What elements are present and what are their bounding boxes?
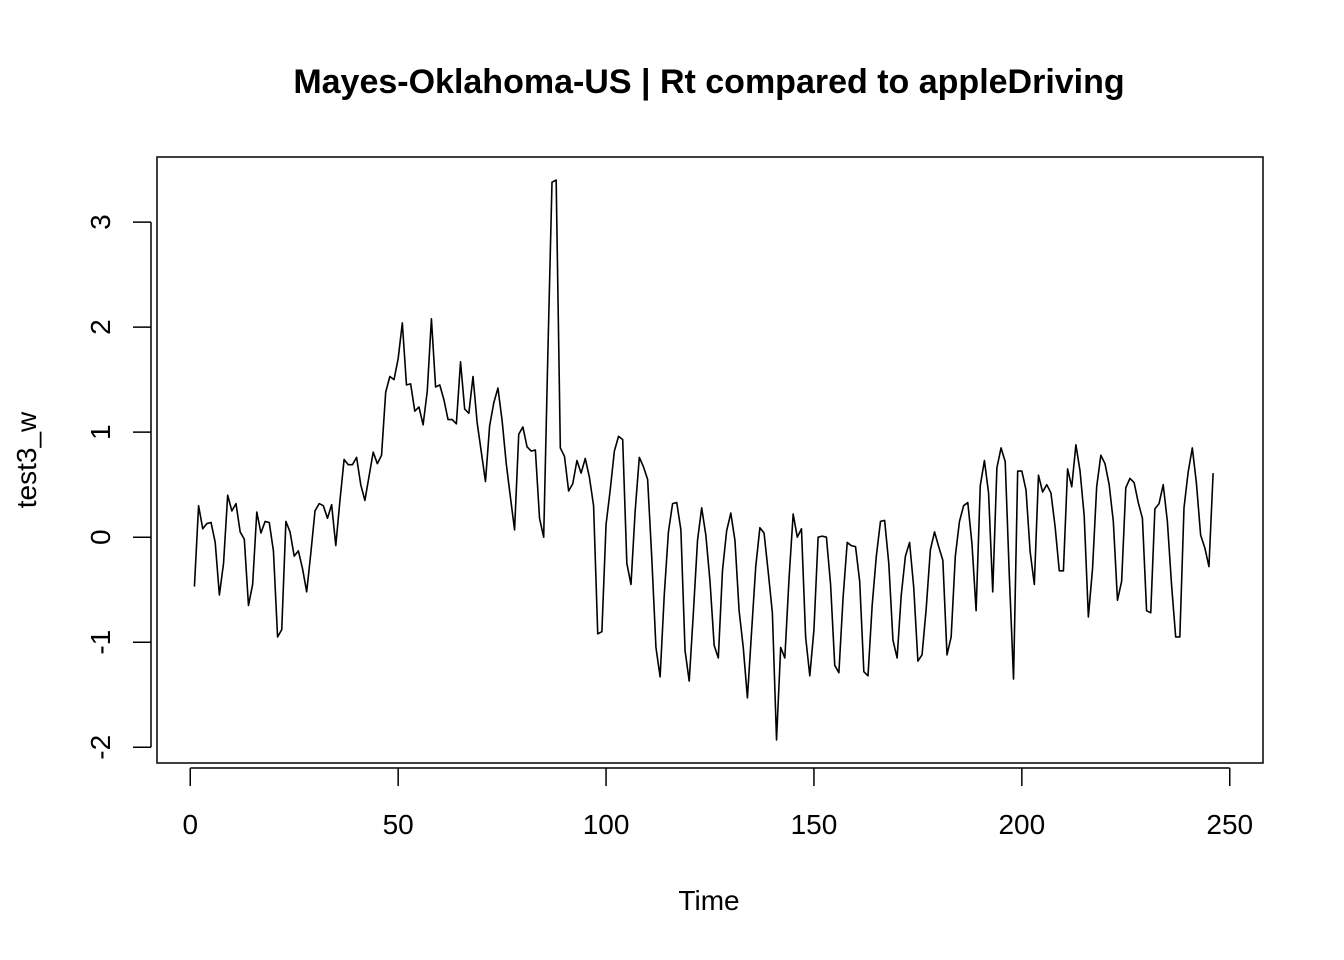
x-axis: 0 50 100 150 200 250 xyxy=(182,767,1253,840)
y-tick-label: 2 xyxy=(85,319,116,335)
x-tick-label: 0 xyxy=(182,809,198,840)
x-tick-label: 100 xyxy=(583,809,630,840)
y-tick-label: 3 xyxy=(85,214,116,230)
y-tick-label: -2 xyxy=(85,735,116,760)
x-tick-label: 50 xyxy=(383,809,414,840)
series-line-test3_w xyxy=(193,179,1214,741)
x-tick-label: 150 xyxy=(791,809,838,840)
y-tick-label: 0 xyxy=(85,529,116,545)
y-tick-label: 1 xyxy=(85,424,116,440)
chart-title: Mayes-Oklahoma-US | Rt compared to apple… xyxy=(293,63,1124,101)
y-axis: -2 -1 0 1 2 3 xyxy=(85,214,152,760)
x-axis-label: Time xyxy=(678,885,739,916)
plot-box xyxy=(156,156,1264,764)
y-axis-label: test3_w xyxy=(11,411,42,508)
x-tick-label: 250 xyxy=(1206,809,1253,840)
x-tick-label: 200 xyxy=(998,809,1045,840)
y-tick-label: -1 xyxy=(85,630,116,655)
